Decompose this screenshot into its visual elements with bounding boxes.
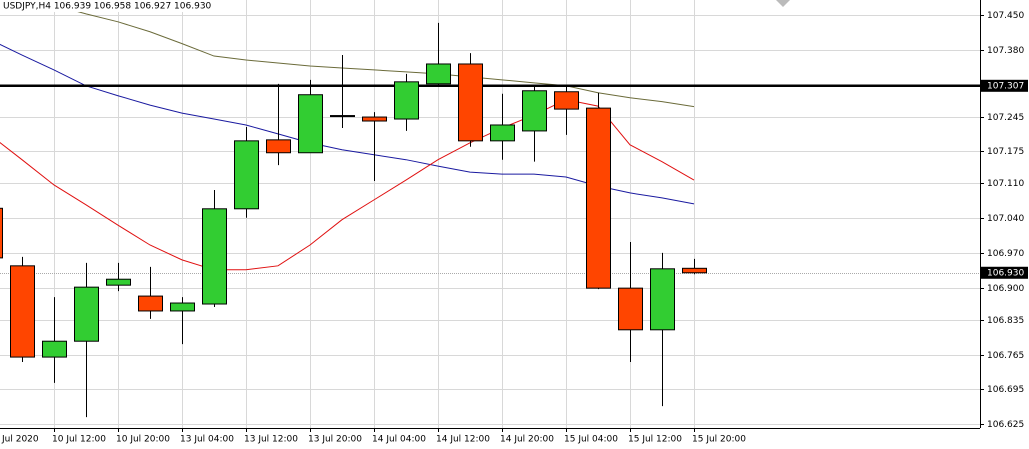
shift-marker — [776, 0, 790, 7]
axis-labels: 107.450 107.380 107.245 107.175 107.110 107.0… — [1, 11, 1028, 445]
x-tick-label: 10 Jul 12:00 — [52, 435, 106, 445]
candle-body — [266, 139, 291, 154]
y-tick-label: 107.380 — [987, 46, 1024, 56]
candle-body — [394, 81, 419, 120]
y-tick-label: 107.245 — [987, 113, 1024, 123]
candle-body — [682, 267, 707, 274]
candle-body — [362, 116, 387, 122]
y-tick-label: 106.900 — [987, 284, 1024, 294]
y-tick-label: 106.625 — [987, 420, 1024, 430]
price-label: 106.930 — [987, 268, 1024, 278]
x-tick-label: 13 Jul 20:00 — [308, 435, 362, 445]
x-tick-label: 14 Jul 20:00 — [500, 435, 554, 445]
candle-body — [586, 107, 611, 289]
y-tick-label: 106.970 — [987, 249, 1024, 259]
moving-average — [53, 4, 695, 108]
candle-body — [490, 124, 515, 142]
y-tick-label: 106.695 — [987, 385, 1024, 395]
y-tick-label: 107.175 — [987, 147, 1024, 157]
y-tick-label: 106.835 — [987, 316, 1024, 326]
x-tick-label: 13 Jul 12:00 — [244, 435, 298, 445]
price-label-box — [981, 79, 1028, 92]
x-tick-label: 15 Jul 20:00 — [692, 435, 746, 445]
chart-title: USDJPY,H4 106.939 106.958 106.927 106.93… — [3, 2, 212, 12]
x-tick-label: Jul 2020 — [1, 435, 39, 445]
x-tick-label: 14 Jul 12:00 — [436, 435, 490, 445]
candle-body — [106, 278, 131, 286]
y-tick-label: 107.040 — [987, 214, 1024, 224]
y-tick-label: 107.110 — [987, 179, 1024, 189]
x-tick-label: 14 Jul 04:00 — [372, 435, 426, 445]
candle-body — [298, 94, 323, 154]
candle-body — [618, 287, 643, 331]
price-label: 107.307 — [987, 81, 1024, 91]
y-tick-label: 106.765 — [987, 351, 1024, 361]
candle-body — [10, 265, 35, 358]
candle-body — [202, 208, 227, 305]
candle-body — [0, 207, 3, 259]
x-tick-label: 10 Jul 20:00 — [116, 435, 170, 445]
price-label-box — [981, 266, 1028, 279]
candle-body — [522, 90, 547, 132]
candle-body — [234, 140, 259, 210]
candle-body — [170, 302, 195, 312]
plot-area — [0, 4, 980, 418]
candle-body — [74, 286, 99, 342]
candle-body — [138, 295, 163, 312]
y-tick-label: 107.450 — [987, 11, 1024, 21]
x-tick-label: 15 Jul 04:00 — [564, 435, 618, 445]
moving-average — [0, 43, 695, 205]
x-tick-label: 15 Jul 12:00 — [628, 435, 682, 445]
candle-body — [554, 91, 579, 110]
candle-body — [330, 115, 355, 118]
candle-body — [42, 340, 67, 358]
candle-body — [426, 63, 451, 85]
candle-body — [458, 63, 483, 142]
x-tick-label: 13 Jul 04:00 — [180, 435, 234, 445]
grid — [0, 0, 980, 428]
title-bg — [0, 0, 210, 12]
candle-body — [650, 268, 675, 331]
